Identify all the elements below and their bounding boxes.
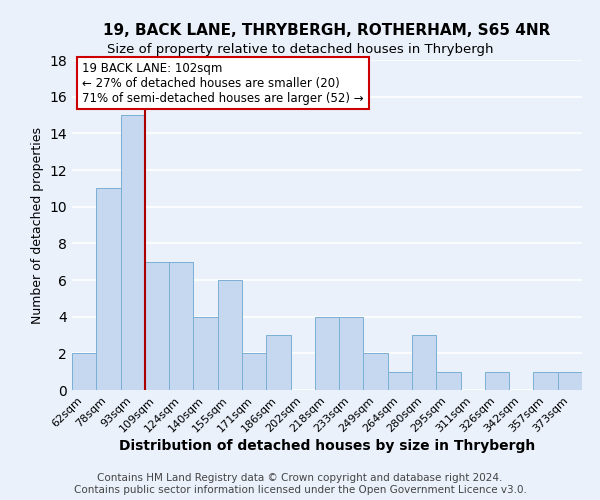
Text: Size of property relative to detached houses in Thrybergh: Size of property relative to detached ho… [107,42,493,56]
Bar [193,316,218,390]
X-axis label: Distribution of detached houses by size in Thrybergh: Distribution of detached houses by size … [119,440,535,454]
Bar [364,354,388,390]
Bar [412,335,436,390]
Bar [96,188,121,390]
Bar [145,262,169,390]
Bar [242,354,266,390]
Title: 19, BACK LANE, THRYBERGH, ROTHERHAM, S65 4NR: 19, BACK LANE, THRYBERGH, ROTHERHAM, S65… [103,23,551,38]
Bar [388,372,412,390]
Bar [121,115,145,390]
Y-axis label: Number of detached properties: Number of detached properties [31,126,44,324]
Bar [72,354,96,390]
Bar [266,335,290,390]
Bar [485,372,509,390]
Bar [218,280,242,390]
Text: Contains HM Land Registry data © Crown copyright and database right 2024.
Contai: Contains HM Land Registry data © Crown c… [74,474,526,495]
Text: 19 BACK LANE: 102sqm
← 27% of detached houses are smaller (20)
71% of semi-detac: 19 BACK LANE: 102sqm ← 27% of detached h… [82,62,364,104]
Bar [315,316,339,390]
Bar [169,262,193,390]
Bar [436,372,461,390]
Bar [558,372,582,390]
Bar [533,372,558,390]
Bar [339,316,364,390]
